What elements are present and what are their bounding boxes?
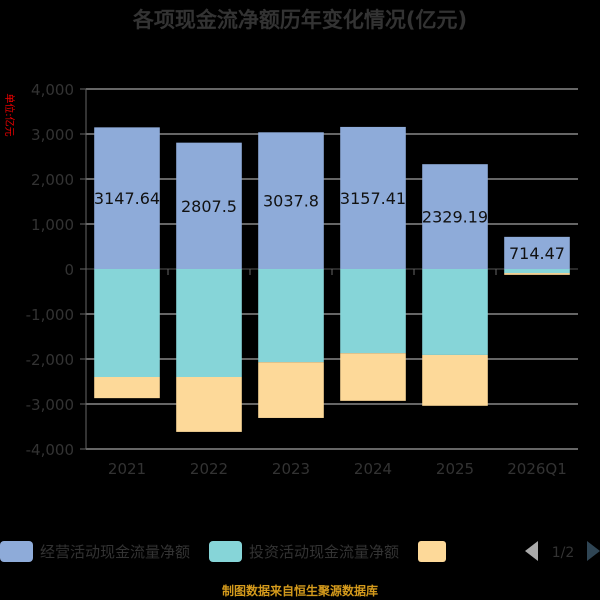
- bar-series0-2024: [340, 126, 406, 269]
- bar-series2-2024: [340, 353, 406, 401]
- y-tick-label: 3,000: [31, 126, 74, 144]
- bar-series2-2025: [422, 354, 488, 406]
- bar-series1-2023: [258, 269, 324, 363]
- legend-label-investing[interactable]: 投资活动现金流量净额: [249, 543, 399, 561]
- data-label: 714.47: [509, 244, 565, 263]
- bar-series1-2026Q1: [504, 269, 570, 274]
- data-label: 2807.5: [181, 197, 237, 216]
- y-tick-label: 0: [64, 261, 74, 279]
- bar-series0-2021: [94, 127, 160, 269]
- data-label: 3147.64: [94, 189, 160, 208]
- legend-label-operating[interactable]: 经营活动现金流量净额: [40, 543, 190, 561]
- y-tick-label: -3,000: [26, 396, 74, 414]
- bar-series1-2021: [94, 269, 160, 377]
- y-tick-label: 4,000: [31, 81, 74, 99]
- x-tick-label: 2026Q1: [507, 460, 567, 478]
- bar-series1-2022: [176, 269, 242, 377]
- bar-series2-2022: [176, 377, 242, 432]
- bar-series1-2025: [422, 269, 488, 355]
- y-tick-label: -2,000: [26, 351, 74, 369]
- y-tick-label: 1,000: [31, 216, 74, 234]
- bar-series2-2026Q1: [504, 273, 570, 275]
- y-tick-label: -1,000: [26, 306, 74, 324]
- data-label: 2329.19: [422, 208, 488, 227]
- bar-series0-2026Q1: [504, 236, 570, 269]
- bar-series0-2025: [422, 164, 488, 269]
- source-note: 制图数据来自恒生聚源数据库: [222, 583, 378, 598]
- x-tick-label: 2021: [108, 460, 146, 478]
- y-tick-label: 2,000: [31, 171, 74, 189]
- legend-swatch-operating[interactable]: [0, 541, 33, 562]
- legend: 经营活动现金流量净额 投资活动现金流量净额 1/2: [0, 541, 600, 562]
- legend-swatch-financing[interactable]: [418, 541, 446, 562]
- legend-swatch-investing[interactable]: [209, 541, 242, 562]
- bar-series0-2022: [176, 142, 242, 269]
- data-label: 3037.8: [263, 192, 319, 211]
- legend-prev-icon[interactable]: [525, 541, 538, 561]
- y-tick-label: -4,000: [26, 441, 74, 459]
- bar-series2-2021: [94, 377, 160, 399]
- chart-title: 各项现金流净额历年变化情况(亿元): [132, 8, 467, 32]
- bar-series1-2024: [340, 269, 406, 354]
- legend-next-icon[interactable]: [587, 541, 600, 561]
- bar-series0-2023: [258, 132, 324, 269]
- x-tick-label: 2023: [272, 460, 310, 478]
- data-label: 3157.41: [340, 189, 406, 208]
- legend-page: 1/2: [552, 545, 575, 561]
- x-tick-label: 2024: [354, 460, 392, 478]
- x-tick-label: 2025: [436, 460, 474, 478]
- y-axis-label: 单位:亿元: [3, 93, 16, 136]
- x-tick-label: 2022: [190, 460, 228, 478]
- bar-series2-2023: [258, 362, 324, 418]
